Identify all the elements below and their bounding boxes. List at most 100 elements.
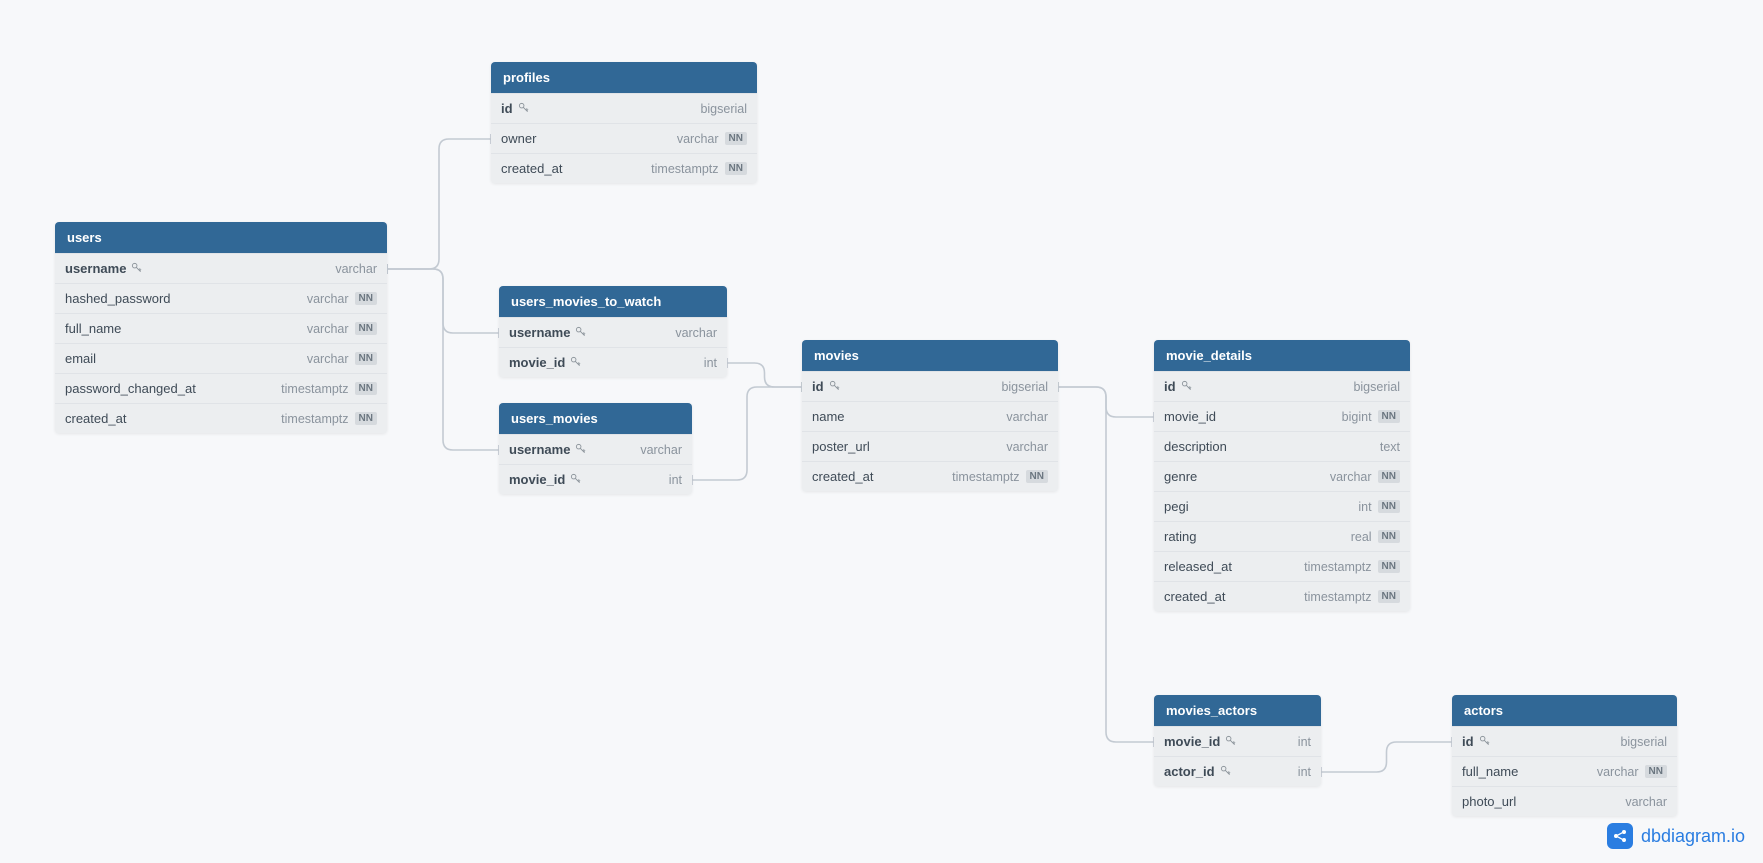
- table-column[interactable]: movie_idint: [499, 464, 692, 494]
- key-icon: [1479, 734, 1490, 749]
- not-null-badge: NN: [355, 412, 377, 425]
- column-name: password_changed_at: [65, 381, 196, 396]
- table-column[interactable]: usernamevarchar: [499, 434, 692, 464]
- table-column[interactable]: created_at timestamptzNN: [55, 403, 387, 433]
- table-column[interactable]: created_attimestamptzNN: [802, 461, 1058, 491]
- table-users_movies_to_watch[interactable]: users_movies_to_watchusernamevarcharmovi…: [499, 286, 727, 377]
- not-null-badge: NN: [355, 322, 377, 335]
- table-column[interactable]: ownervarcharNN: [491, 123, 757, 153]
- table-column[interactable]: created_attimestamptzNN: [491, 153, 757, 183]
- table-column[interactable]: genrevarcharNN: [1154, 461, 1410, 491]
- table-column[interactable]: idbigserial: [802, 371, 1058, 401]
- not-null-badge: NN: [1378, 500, 1400, 513]
- key-icon: [1220, 764, 1231, 779]
- table-column[interactable]: idbigserial: [491, 93, 757, 123]
- table-header[interactable]: users_movies: [499, 403, 692, 434]
- column-name: released_at: [1164, 559, 1232, 574]
- column-type: varchar: [675, 326, 717, 340]
- column-name: actor_id: [1164, 764, 1231, 779]
- column-name: created_at: [65, 411, 126, 426]
- key-icon: [829, 379, 840, 394]
- table-column[interactable]: idbigserial: [1154, 371, 1410, 401]
- column-name: name: [812, 409, 845, 424]
- table-movie_details[interactable]: movie_detailsidbigserialmovie_idbigintNN…: [1154, 340, 1410, 611]
- table-column[interactable]: descriptiontext: [1154, 431, 1410, 461]
- column-type: timestamptzNN: [1304, 560, 1400, 574]
- table-column[interactable]: movie_idbigintNN: [1154, 401, 1410, 431]
- table-column[interactable]: actor_id int: [1154, 756, 1321, 786]
- table-column[interactable]: hashed_passwordvarcharNN: [55, 283, 387, 313]
- not-null-badge: NN: [725, 162, 747, 175]
- table-header[interactable]: movies_actors: [1154, 695, 1321, 726]
- column-name: full_name: [1462, 764, 1518, 779]
- table-header[interactable]: users_movies_to_watch: [499, 286, 727, 317]
- table-column[interactable]: poster_url varchar: [802, 431, 1058, 461]
- table-column[interactable]: released_at timestamptzNN: [1154, 551, 1410, 581]
- table-movies_actors[interactable]: movies_actorsmovie_idint actor_id int: [1154, 695, 1321, 786]
- table-column[interactable]: idbigserial: [1452, 726, 1677, 756]
- column-name: rating: [1164, 529, 1197, 544]
- relationship-edge: [1321, 742, 1452, 772]
- column-type: varcharNN: [1597, 765, 1667, 779]
- table-header[interactable]: actors: [1452, 695, 1677, 726]
- key-icon: [1181, 379, 1192, 394]
- column-name: id: [501, 101, 529, 116]
- column-type: varchar: [640, 443, 682, 457]
- column-type: int: [1298, 735, 1311, 749]
- not-null-badge: NN: [1378, 470, 1400, 483]
- table-column[interactable]: full_name varcharNN: [1452, 756, 1677, 786]
- column-type: timestamptzNN: [651, 162, 747, 176]
- table-column[interactable]: pegi intNN: [1154, 491, 1410, 521]
- table-column[interactable]: created_attimestamptzNN: [1154, 581, 1410, 611]
- table-movies[interactable]: moviesidbigserial name varchar poster_url va…: [802, 340, 1058, 491]
- not-null-badge: NN: [1378, 530, 1400, 543]
- table-column[interactable]: movie_idint: [1154, 726, 1321, 756]
- key-icon: [131, 261, 142, 276]
- key-icon: [518, 101, 529, 116]
- table-column[interactable]: rating realNN: [1154, 521, 1410, 551]
- table-column[interactable]: photo_urlvarchar: [1452, 786, 1677, 816]
- column-name: poster_url: [812, 439, 870, 454]
- diagram-canvas[interactable]: usersusernamevarcharhashed_passwordvarch…: [0, 0, 1763, 863]
- table-column[interactable]: emailvarcharNN: [55, 343, 387, 373]
- column-type: timestamptzNN: [1304, 590, 1400, 604]
- column-name: pegi: [1164, 499, 1189, 514]
- table-column[interactable]: usernamevarchar: [499, 317, 727, 347]
- key-icon: [1225, 734, 1236, 749]
- column-type: varchar: [1006, 410, 1048, 424]
- column-type: timestamptzNN: [281, 412, 377, 426]
- table-column[interactable]: full_namevarcharNN: [55, 313, 387, 343]
- column-type: int: [704, 356, 717, 370]
- column-type: bigserial: [1620, 735, 1667, 749]
- column-name: id: [812, 379, 840, 394]
- column-type: varchar: [1006, 440, 1048, 454]
- column-type: text: [1380, 440, 1400, 454]
- column-type: timestamptzNN: [281, 382, 377, 396]
- column-type: int: [1298, 765, 1311, 779]
- column-type: timestamptzNN: [952, 470, 1048, 484]
- relationship-edge: [1058, 387, 1154, 742]
- table-users_movies[interactable]: users_moviesusernamevarcharmovie_idint: [499, 403, 692, 494]
- column-type: varcharNN: [307, 322, 377, 336]
- table-header[interactable]: profiles: [491, 62, 757, 93]
- not-null-badge: NN: [1026, 470, 1048, 483]
- table-column[interactable]: name varchar: [802, 401, 1058, 431]
- table-column[interactable]: usernamevarchar: [55, 253, 387, 283]
- table-header[interactable]: users: [55, 222, 387, 253]
- table-users[interactable]: usersusernamevarcharhashed_passwordvarch…: [55, 222, 387, 433]
- not-null-badge: NN: [725, 132, 747, 145]
- share-icon: [1607, 823, 1633, 849]
- table-profiles[interactable]: profilesidbigserialownervarcharNNcreated…: [491, 62, 757, 183]
- table-header[interactable]: movies: [802, 340, 1058, 371]
- column-type: intNN: [1358, 500, 1400, 514]
- table-column[interactable]: movie_id int: [499, 347, 727, 377]
- watermark: dbdiagram.io: [1607, 823, 1745, 849]
- key-icon: [570, 472, 581, 487]
- column-name: movie_id: [509, 355, 581, 370]
- column-type: realNN: [1351, 530, 1400, 544]
- table-header[interactable]: movie_details: [1154, 340, 1410, 371]
- table-column[interactable]: password_changed_at timestamptzNN: [55, 373, 387, 403]
- watermark-text: dbdiagram.io: [1641, 826, 1745, 847]
- not-null-badge: NN: [355, 292, 377, 305]
- table-actors[interactable]: actorsidbigserial full_name varcharNN photo…: [1452, 695, 1677, 816]
